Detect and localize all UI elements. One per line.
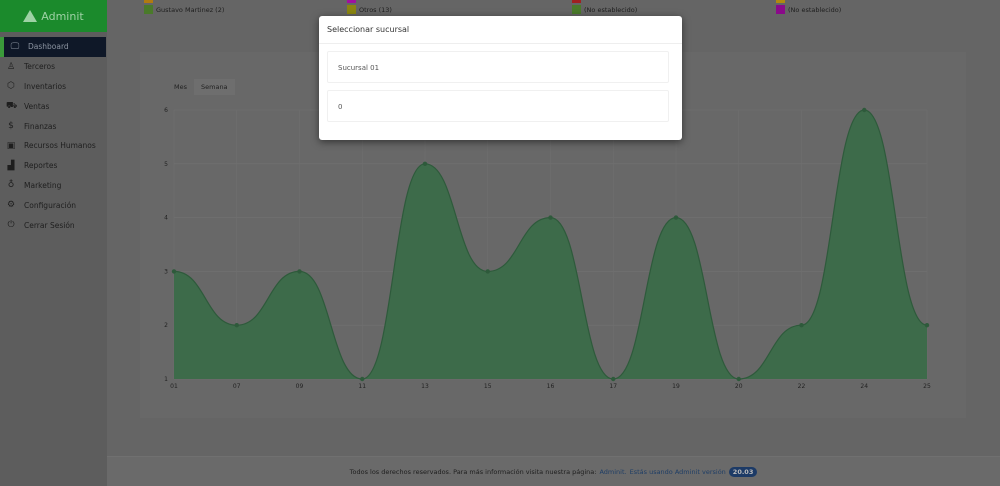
legend-swatch <box>776 0 785 3</box>
box-icon: ⬡ <box>7 81 15 92</box>
legend-swatch <box>572 0 581 3</box>
modal-title: Seleccionar sucursal <box>319 16 682 44</box>
x-tick-label: 01 <box>170 383 178 390</box>
select-branch-modal: Seleccionar sucursal Sucursal 01 0 <box>319 16 682 140</box>
y-tick-label: 1 <box>164 376 168 383</box>
legend-label: Otros (13) <box>359 5 392 14</box>
gear-icon: ⚙ <box>6 200 16 211</box>
data-point <box>924 323 930 328</box>
bar-chart-icon: ▟ <box>7 160 15 171</box>
sidebar-item-marketing[interactable]: ♁ Marketing <box>0 176 107 196</box>
legend-swatch <box>347 5 356 14</box>
tab-semana[interactable]: Semana <box>194 79 235 95</box>
data-point <box>799 323 804 328</box>
legend-item: (No establecido) <box>776 5 841 14</box>
x-tick-label: 09 <box>296 383 304 390</box>
data-point <box>234 323 239 328</box>
x-tick-label: 19 <box>672 383 680 390</box>
sidebar-item-terceros[interactable]: ♙ Terceros <box>0 57 107 77</box>
data-point <box>862 107 867 113</box>
y-tick-label: 2 <box>164 322 168 329</box>
sidebar-item-label: Configuración <box>24 200 77 210</box>
sidebar-item-ventas[interactable]: ⛟ Ventas <box>0 96 107 116</box>
y-tick-label: 6 <box>164 107 168 114</box>
period-tabs: Mes Semana <box>167 79 235 95</box>
sidebar-item-label: Marketing <box>24 180 62 190</box>
sidebar-item-dashboard[interactable]: 🖵 Dashboard <box>0 37 106 57</box>
data-point <box>297 269 302 274</box>
sidebar-nav: 🖵 Dashboard ♙ Terceros ⬡ Inventarios ⛟ Ventas $ F… <box>0 37 107 235</box>
legend-item: Otros (13) <box>347 5 392 14</box>
award-icon: ♁ <box>7 180 15 191</box>
sidebar-item-label: Finanzas <box>24 121 57 131</box>
sidebar-item-label: Ventas <box>24 101 50 111</box>
sidebar-item-finanzas[interactable]: $ Finanzas <box>0 116 107 136</box>
legend-item: Gustavo Martinez (2) <box>144 5 224 14</box>
brand-name: Adminit <box>41 9 84 23</box>
x-tick-label: 11 <box>358 383 366 390</box>
data-point <box>422 161 428 166</box>
sidebar-item-recursos-humanos[interactable]: ▣ Recursos Humanos <box>0 136 107 156</box>
x-tick-label: 17 <box>609 383 617 390</box>
version-badge: 20.03 <box>728 466 758 477</box>
x-tick-label: 24 <box>860 383 868 390</box>
version-text: Estás usando Adminit versión <box>629 467 726 476</box>
data-point <box>673 215 679 220</box>
legend-label: Gustavo Martinez (2) <box>156 5 225 14</box>
legend-label: (No establecido) <box>788 5 842 14</box>
legend-swatch <box>347 0 356 3</box>
sidebar-item-reportes[interactable]: ▟ Reportes <box>0 156 107 176</box>
x-tick-label: 22 <box>798 383 806 390</box>
id-card-icon: ▣ <box>6 140 16 151</box>
legend-swatch <box>144 5 153 14</box>
sidebar-item-label: Dashboard <box>28 42 69 52</box>
monitor-icon: 🖵 <box>10 41 20 52</box>
data-point <box>485 269 490 274</box>
branch-option[interactable]: 0 <box>327 90 669 122</box>
x-tick-label: 20 <box>735 383 743 390</box>
footer: Todos los derechos reservados. Para más … <box>107 456 1000 486</box>
branch-option[interactable]: Sucursal 01 <box>327 51 669 83</box>
tab-mes[interactable]: Mes <box>174 83 187 91</box>
legend-swatch <box>572 5 581 14</box>
y-tick-label: 5 <box>164 161 168 168</box>
sidebar-item-inventarios[interactable]: ⬡ Inventarios <box>0 77 107 97</box>
chart-legend: Gustavo Martinez (2) Otros (13) (No establ… <box>144 0 994 16</box>
data-point <box>360 376 365 382</box>
data-point <box>611 376 616 382</box>
adminit-link[interactable]: Adminit. <box>599 467 627 476</box>
y-tick-label: 3 <box>164 268 168 275</box>
footer-text: Todos los derechos reservados. Para más … <box>349 467 597 476</box>
legend-swatch <box>144 0 153 3</box>
legend-item: (No establecido) <box>572 5 637 14</box>
sidebar-item-label: Recursos Humanos <box>24 141 96 151</box>
sidebar-item-label: Inventarios <box>24 81 66 91</box>
legend-swatch <box>776 5 785 14</box>
x-tick-label: 07 <box>233 383 241 390</box>
power-icon: ⏻ <box>7 220 15 231</box>
sidebar-item-configuraci-n[interactable]: ⚙ Configuración <box>0 195 107 215</box>
sidebar-item-label: Terceros <box>24 62 55 72</box>
sidebar: Adminit 🖵 Dashboard ♙ Terceros ⬡ Inventarios ⛟… <box>0 0 107 486</box>
data-point <box>548 215 553 220</box>
series-line <box>173 109 928 380</box>
sidebar-item-label: Cerrar Sesión <box>24 220 75 230</box>
brand-logo[interactable]: Adminit <box>0 0 107 32</box>
logo-icon <box>23 10 38 22</box>
x-tick-label: 13 <box>421 383 429 390</box>
data-point <box>736 376 741 382</box>
sidebar-item-cerrar-sesi-n[interactable]: ⏻ Cerrar Sesión <box>0 215 107 235</box>
x-tick-label: 25 <box>923 383 931 390</box>
dollar-icon: $ <box>8 121 14 132</box>
data-point <box>171 269 177 274</box>
x-tick-label: 16 <box>547 383 555 390</box>
cart-icon: ⛟ <box>6 100 18 111</box>
sidebar-item-label: Reportes <box>24 161 58 171</box>
legend-label: (No establecido) <box>584 5 638 14</box>
y-tick-label: 4 <box>164 215 168 222</box>
area-fill <box>174 110 927 379</box>
x-tick-label: 15 <box>484 383 492 390</box>
user-icon: ♙ <box>6 61 16 72</box>
